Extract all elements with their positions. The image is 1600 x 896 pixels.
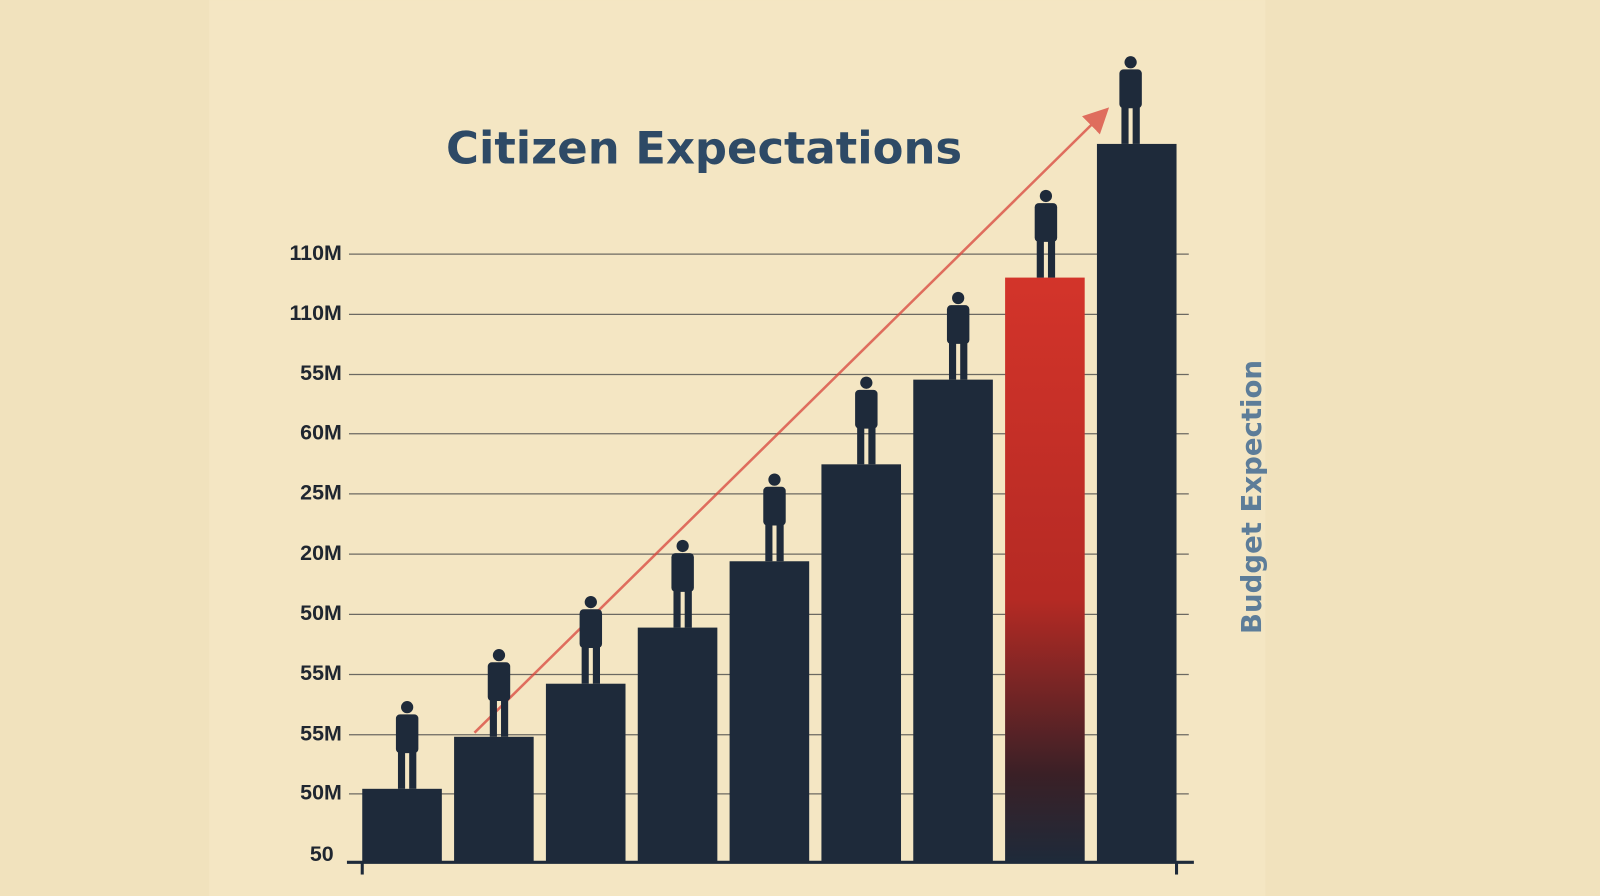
figure-leg [1047, 238, 1056, 278]
figure [1034, 189, 1058, 278]
figure-head [1039, 189, 1053, 203]
figure-leg [489, 698, 497, 737]
figure-body [855, 389, 878, 429]
figure-leg [1121, 105, 1129, 144]
figure-body [579, 609, 603, 648]
figure-leg [684, 588, 692, 628]
figure [1119, 56, 1142, 144]
figure-leg [1036, 238, 1044, 278]
figure-body [946, 305, 970, 344]
figure [579, 595, 603, 684]
figure-body [1034, 203, 1058, 242]
tick-label: 50M [300, 781, 342, 805]
figure-head [860, 376, 873, 389]
figure-body [671, 553, 694, 592]
tick-label: 55M [300, 661, 342, 685]
tick-label: 55M [300, 361, 342, 385]
figure-leg [592, 644, 600, 684]
figure-body [395, 714, 419, 754]
figure-leg [765, 522, 773, 562]
figure-body [763, 486, 786, 526]
figure-head [1124, 56, 1137, 69]
figure-leg [948, 340, 957, 380]
figure-body [1119, 69, 1142, 109]
figure [487, 649, 511, 737]
bar [454, 736, 534, 863]
trend-arrow [473, 107, 1110, 734]
figure-body [487, 662, 511, 702]
bar [729, 561, 810, 863]
tick-label: 20M [300, 541, 342, 565]
figure [946, 291, 970, 380]
figure-leg [1132, 105, 1140, 144]
figure [395, 701, 419, 789]
bar [1005, 277, 1085, 863]
figure-leg [868, 425, 876, 465]
tick-label: 55M [300, 721, 342, 745]
tick-label: 60M [300, 420, 342, 444]
tick-label: 50M [300, 601, 342, 625]
bar [362, 788, 442, 863]
figure [855, 376, 878, 465]
figure [763, 473, 786, 562]
figure-leg [960, 340, 968, 380]
bar [545, 683, 626, 863]
bars [362, 56, 1177, 863]
tick-label: 110M [289, 301, 341, 325]
figure-leg [776, 522, 784, 562]
title: Citizen Expectations [446, 121, 962, 174]
figure-head [768, 473, 781, 486]
axis-label: Budget Expection [1236, 360, 1268, 634]
figure-leg [397, 750, 406, 789]
tick-label: 25M [300, 481, 342, 505]
tick-label: 50 [310, 842, 334, 866]
bar [821, 464, 902, 863]
figure-leg [409, 750, 417, 789]
figure-head [584, 595, 597, 609]
bar [913, 379, 993, 863]
figure-leg [501, 698, 509, 737]
figure-leg [581, 644, 589, 684]
figure-leg [673, 588, 681, 628]
figure-leg [857, 425, 865, 465]
bar [1096, 143, 1177, 863]
figure-head [401, 701, 414, 714]
figure-head [952, 291, 965, 305]
figure-head [676, 539, 689, 553]
tick-label: 110M [289, 241, 341, 265]
bar [637, 627, 718, 863]
figure-head [492, 649, 506, 662]
figure [671, 539, 694, 628]
